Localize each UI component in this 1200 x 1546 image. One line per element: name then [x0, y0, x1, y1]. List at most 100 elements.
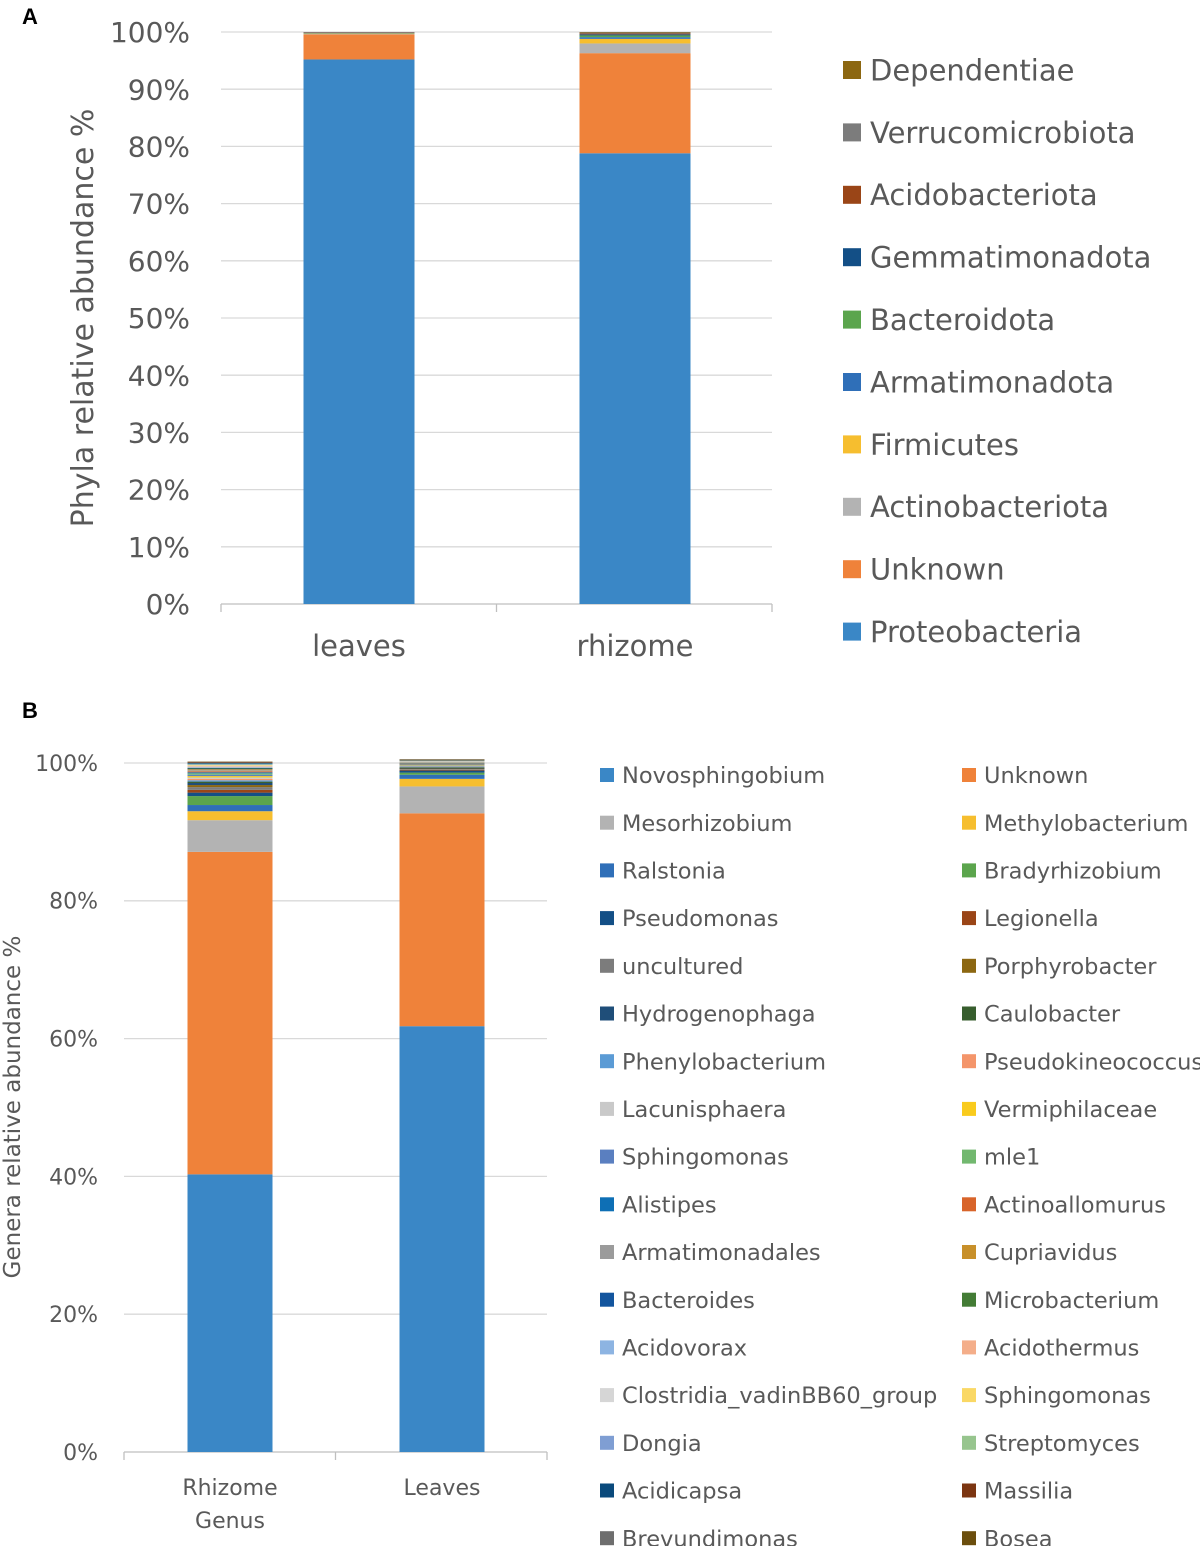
panel-b-y-tick-label: 100%	[35, 752, 98, 777]
panel-b-legend-label-cupriavidus: Cupriavidus	[984, 1240, 1117, 1266]
panel-b-legend-label-actinoallomurus: Actinoallomurus	[984, 1192, 1166, 1218]
panel-a-legend-label-proteobacteria: Proteobacteria	[870, 615, 1082, 649]
panel-a-y-tick-label: 40%	[128, 359, 190, 392]
panel-b-y-tick-label: 20%	[49, 1303, 98, 1328]
panel-b-bar-segment-cupriavidus-rhizome-genus	[187, 769, 273, 771]
panel-a-y-tick-label: 20%	[128, 474, 190, 507]
panel-b-legend-label-alistipes: Alistipes	[622, 1192, 717, 1218]
panel-b-legend-swatch-vermiphilaceae	[962, 1101, 976, 1116]
panel-a-y-tick-label: 80%	[128, 130, 190, 163]
panel-a-bar-segment-bacteroidota-rhizome	[579, 35, 691, 38]
panel-b-y-tick-label: 60%	[49, 1028, 98, 1053]
panel-b-legend-swatch-caulobacter	[962, 1006, 976, 1021]
panel-b-legend-label-sphingomonas: Sphingomonas	[622, 1145, 789, 1171]
panel-a-bar-segment-actinobacteriota-leaves	[303, 33, 415, 35]
panel-a-y-tick-label: 90%	[128, 73, 190, 106]
panel-a-legend-label-unknown: Unknown	[870, 553, 1005, 587]
panel-a-legend-label-verrucomicrobiota: Verrucomicrobiota	[870, 116, 1135, 150]
panel-b-bar-segment-actinoallomurus-rhizome-genus	[187, 771, 273, 773]
panel-a-legend-label-actinobacteriota: Actinobacteriota	[870, 490, 1109, 524]
panel-b-bar-segment-uncultured-leaves	[399, 769, 485, 770]
panel-b-bar-segment-vermiphilaceae-rhizome-genus	[187, 776, 273, 778]
panel-b-legend-label-pseudokineococcus: Pseudokineococcus	[984, 1049, 1200, 1075]
panel-b-legend-label-dongia: Dongia	[622, 1431, 702, 1457]
panel-a-bar-segment-unknown-rhizome	[579, 53, 691, 154]
panel-b-legend-label-acidicapsa: Acidicapsa	[622, 1479, 742, 1505]
panel-b-legend-swatch-methylobacterium	[962, 815, 976, 830]
panel-a-legend-label-firmicutes: Firmicutes	[870, 428, 1019, 462]
panel-b-legend-label-brevundimonas: Brevundimonas	[622, 1526, 798, 1546]
panel-a-legend-label-dependentiae: Dependentiae	[870, 53, 1074, 87]
panel-b-legend-label-vermiphilaceae: Vermiphilaceae	[984, 1097, 1157, 1123]
panel-a-x-category-label: rhizome	[577, 629, 694, 663]
panel-b-bar-segment-bradyrhizobium-leaves	[399, 772, 485, 775]
panel-b-legend-label-bosea: Bosea	[984, 1526, 1053, 1546]
panel-b-legend-swatch-pseudomonas	[600, 911, 614, 926]
panel-b-bar-segment-armatimonadales-rhizome-genus	[187, 770, 273, 772]
panel-b-bar-segment-streptomyces-rhizome-genus	[187, 763, 273, 765]
panel-b-bar-segment-phenylobacterium-rhizome-genus	[187, 780, 273, 782]
panel-b-legend-swatch-acidicapsa	[600, 1483, 614, 1498]
panel-b-legend: Novosphingobium Unknown Mesorhizobium Methy…	[600, 763, 1200, 1546]
panel-b-bar-segment-ralstonia-leaves	[399, 774, 485, 779]
panel-b-bar-segment-caulobacter-rhizome-genus	[187, 781, 273, 783]
panel-b-legend-swatch-sphingomonas	[962, 1388, 976, 1403]
panel-b-bar-segment-lacunisphaera-rhizome-genus	[187, 777, 273, 779]
panel-a-y-tick-label: 30%	[128, 416, 190, 449]
panel-b-bar-segment-legionella-leaves	[399, 769, 485, 771]
panel-b-bar-segment-legionella-rhizome-genus	[187, 789, 273, 793]
panel-b-legend-label-legionella: Legionella	[984, 906, 1099, 932]
panel-b-label: B	[22, 698, 38, 723]
panel-b-legend-label-hydrogenophaga: Hydrogenophaga	[622, 1002, 816, 1028]
panel-b-legend-swatch-phenylobacterium	[600, 1054, 614, 1069]
panel-a-x-category-label: leaves	[312, 629, 406, 663]
panel-b-legend-label-microbacterium: Microbacterium	[984, 1288, 1159, 1314]
panel-b-legend-swatch-dongia	[600, 1435, 614, 1450]
panel-b-bar-segment-massilia-rhizome-genus	[187, 762, 273, 763]
panel-a-y-tick-label: 0%	[146, 588, 190, 621]
panel-b-legend-swatch-mesorhizobium	[600, 815, 614, 830]
panel-a-legend-swatch-gemmatimonadota	[843, 248, 861, 267]
panel-b-bar-segment-methylobacterium-leaves	[399, 778, 485, 787]
panel-b-bar-segment-bradyrhizobium-rhizome-genus	[187, 796, 273, 806]
panel-b-bar-segment-microbacterium-rhizome-genus	[187, 767, 273, 769]
panel-b-y-axis-title: Genera relative abundance %	[0, 936, 26, 1279]
panel-b-bar-segment-acidicapsa-rhizome-genus	[187, 763, 273, 764]
panel-b-bar-segment-porphyrobacter-leaves	[399, 768, 485, 770]
panel-b-bar-segment-pseudomonas-leaves	[399, 770, 485, 773]
panel-b-bar-segment-methylobacterium-rhizome-genus	[187, 811, 273, 821]
panel-b-legend-label-acidothermus: Acidothermus	[984, 1336, 1139, 1362]
panel-b-bar-segment-sphingomonas-rhizome-genus	[187, 774, 273, 777]
panel-a-legend-swatch-proteobacteria	[843, 622, 861, 641]
panel-b-legend-swatch-acidothermus	[962, 1340, 976, 1355]
panel-a-bar-segment-unknown-leaves	[303, 34, 415, 60]
panel-b-legend-swatch-ralstonia	[600, 863, 614, 878]
panel-b-legend-swatch-mle1	[962, 1149, 976, 1164]
panel-b-legend-swatch-hydrogenophaga	[600, 1006, 614, 1021]
panel-b-bar-segment-uncultured-rhizome-genus	[187, 787, 273, 790]
panel-b-legend-swatch-alistipes	[600, 1197, 614, 1212]
panel-b-bar-segment-porphyrobacter-rhizome-genus	[187, 785, 273, 788]
panel-b-y-tick-label: 80%	[49, 890, 98, 915]
panel-b-legend-swatch-bosea	[962, 1531, 976, 1546]
panel-b-legend-swatch-armatimonadales	[600, 1245, 614, 1259]
panel-a-legend-swatch-armatimonadota	[843, 373, 861, 391]
panel-a-y-tick-label: 60%	[128, 245, 190, 278]
panel-b-bar-segment-novosphingobium-rhizome-genus	[187, 1174, 273, 1452]
panel-a-bar-segment-proteobacteria-rhizome	[579, 153, 691, 604]
panel-b-bar-segment-mesorhizobium-leaves	[399, 786, 485, 814]
panel-a-legend-label-bacteroidota: Bacteroidota	[870, 303, 1055, 337]
panel-b-legend-swatch-lacunisphaera	[600, 1101, 614, 1116]
panel-b-y-tick-label: 0%	[63, 1441, 98, 1466]
panel-b-legend-swatch-bacteroides	[600, 1292, 614, 1307]
panel-b-legend-label-streptomyces: Streptomyces	[984, 1431, 1140, 1457]
panel-b-x-category-label: Rhizome	[182, 1476, 277, 1501]
panel-b-legend-label-mesorhizobium: Mesorhizobium	[622, 811, 792, 837]
panel-b-legend-swatch-acidovorax	[600, 1340, 614, 1355]
panel-b-bar-segment-dongia-rhizome-genus	[187, 764, 273, 766]
panel-b-legend-swatch-pseudokineococcus	[962, 1054, 976, 1069]
panel-a-y-tick-label: 50%	[128, 302, 190, 335]
panel-a-bar-segment-verrucomicrobiota-rhizome	[579, 32, 691, 34]
panel-b-legend-label-massilia: Massilia	[984, 1479, 1073, 1505]
